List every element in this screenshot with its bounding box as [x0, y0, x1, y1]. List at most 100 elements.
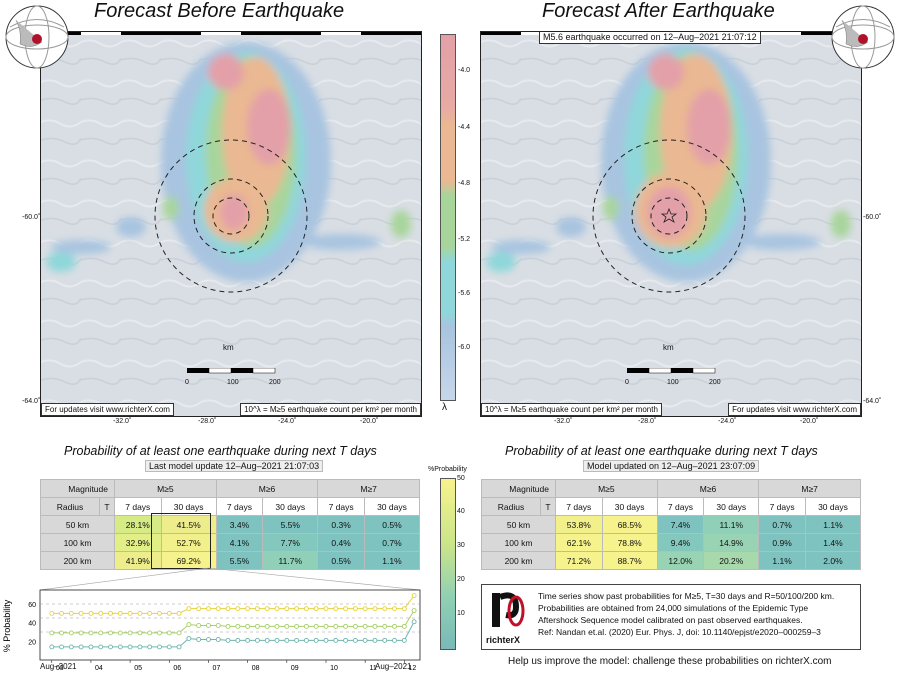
series-point [196, 637, 202, 642]
table-cell: 1.1% [804, 515, 862, 534]
x-tick-label: 11 [370, 665, 377, 672]
x-tick-group: 03 04 05 06 07 08 09 10 11 12 [51, 660, 416, 672]
series-point [147, 630, 153, 636]
series-point [166, 644, 172, 650]
table-cell: 5.5% [262, 515, 319, 534]
series-point [284, 637, 290, 643]
colorbar-tick: -6.0 [458, 344, 471, 351]
left-scalebar-tick-200: 200 [269, 379, 281, 386]
table-cell: 52.7% [160, 533, 217, 552]
table-cell: 0.5% [317, 551, 365, 570]
series-point [264, 637, 270, 643]
series-point [352, 606, 358, 612]
series-point [333, 606, 339, 612]
series-point [117, 630, 123, 636]
right-scalebar-tick-0: 0 [625, 379, 629, 386]
table-cell: 11.1% [703, 515, 760, 534]
table-row-radius: 200 km [40, 551, 115, 570]
series-point [78, 630, 84, 636]
table-header-period: 30 days [262, 497, 319, 516]
table-header-mag: M≥5 [555, 479, 658, 498]
series-point [245, 637, 251, 643]
table-header-period: 30 days [601, 497, 658, 516]
series-point [186, 636, 192, 641]
table-cell: 1.4% [804, 533, 862, 552]
x-tick-label: 05 [134, 665, 142, 672]
table-cell: 68.5% [601, 515, 658, 534]
series-point [411, 593, 417, 599]
table-cell: 32.9% [114, 533, 162, 552]
series-point [362, 606, 368, 612]
table-cell: 11.7% [262, 551, 319, 570]
series-point [372, 606, 378, 612]
series-point [411, 619, 417, 625]
table-cell: 1.1% [758, 551, 806, 570]
right-map-svg [481, 32, 861, 416]
prob-colorbar-tick: 20 [457, 576, 465, 583]
prob-colorbar-tick: 30 [457, 542, 465, 549]
table-row-radius: 100 km [481, 533, 556, 552]
colorbar-tick: -4.8 [458, 180, 471, 187]
selected-cell-highlight [151, 513, 211, 569]
right-map-lambda-note: 10^λ = M≥5 earthquake count per km² per … [481, 403, 662, 416]
table-row: 100 km 32.9% 52.7% 4.1% 7.7% 0.4% 0.7% [40, 533, 421, 552]
series-point [303, 637, 309, 643]
left-map[interactable]: km 0 100 200 For updates visit www.richt… [40, 31, 422, 417]
series-point [323, 606, 329, 612]
series-point [294, 606, 300, 612]
series-point [137, 644, 143, 650]
info-line-4: Ref: Nandan et.al. (2020) Eur. Phys. J, … [538, 627, 821, 637]
info-line-2: Probabilities are obtained from 24,000 s… [538, 603, 809, 613]
series-point [206, 606, 211, 612]
right-map-xtick-20: -20.0˚ [800, 418, 819, 425]
right-map-xtick-32: -32.0˚ [554, 418, 573, 425]
series-point [196, 623, 202, 628]
series-point [392, 623, 397, 629]
left-map-xtick-32: -32.0˚ [113, 418, 132, 425]
right-map-url-note: For updates visit www.richterX.com [728, 403, 861, 416]
series-point [313, 637, 319, 643]
series-point [59, 630, 64, 636]
series-point [59, 610, 64, 616]
left-map-url-note: For updates visit www.richterX.com [41, 403, 174, 416]
series-point [78, 610, 84, 616]
x-tick-label: 10 [330, 665, 338, 672]
series-point [382, 606, 388, 612]
richterx-logo [490, 589, 526, 635]
info-box: richterX Time series show past probabili… [481, 584, 861, 650]
right-map-xtick-24: -24.0˚ [718, 418, 737, 425]
series-point [362, 637, 368, 643]
series-point [382, 637, 388, 643]
series-point [117, 610, 123, 616]
series-point [225, 606, 231, 612]
left-globe-icon [5, 5, 69, 69]
series-point [137, 630, 143, 636]
left-map-xtick-28: -28.0˚ [198, 418, 217, 425]
table-header-period: 7 days [758, 497, 806, 516]
table-header-period: 30 days [804, 497, 862, 516]
right-scalebar-label: km [663, 343, 674, 352]
table-cell: 0.7% [363, 533, 421, 552]
table-header-mag: M≥6 [215, 479, 319, 498]
series-point [166, 610, 172, 616]
series-point [206, 623, 211, 628]
table-row-radius: 50 km [40, 515, 115, 534]
series-point [274, 623, 280, 629]
series-point [147, 610, 153, 616]
footer-challenge-link[interactable]: Help us improve the model: challenge the… [508, 656, 832, 667]
colorbar-tick: -4.0 [458, 67, 471, 74]
table-header-mag: M≥7 [758, 479, 861, 498]
x-tick-label: 09 [291, 665, 299, 672]
table-row: 200 km 41.9% 69.2% 5.5% 11.7% 0.5% 1.1% [40, 551, 421, 570]
left-scalebar-tick-0: 0 [185, 379, 189, 386]
table-header-period: 7 days [555, 497, 603, 516]
prob-colorbar [440, 478, 456, 650]
table-row-radius: 200 km [481, 551, 556, 570]
series-point [343, 637, 349, 643]
table-cell: 69.2% [160, 551, 217, 570]
right-map-ytick-64: -64.0˚ [863, 398, 882, 405]
series-point [166, 630, 172, 636]
right-map[interactable]: M5.6 earthquake occurred on 12–Aug–2021 … [480, 31, 862, 417]
table-cell: 53.8% [555, 515, 603, 534]
series-point [117, 644, 123, 650]
